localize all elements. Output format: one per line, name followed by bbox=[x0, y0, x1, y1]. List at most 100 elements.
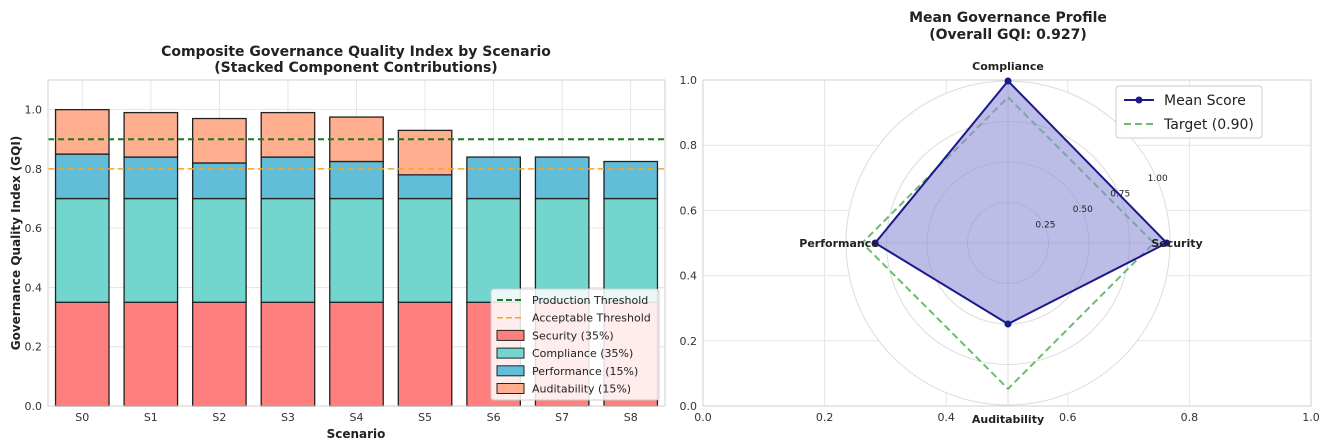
left-legend: Production Threshold Acceptable Threshold… bbox=[490, 288, 660, 401]
radar-axis-label: Compliance bbox=[972, 60, 1044, 73]
right-y-tick-label: 0.6 bbox=[680, 204, 698, 217]
radar-radial-ticks: 0.25 0.50 0.75 1.00 bbox=[1035, 174, 1168, 230]
left-x-tick-label: S0 bbox=[75, 411, 89, 424]
right-x-tick-label: 0.2 bbox=[816, 411, 834, 424]
left-chart-title: Composite Governance Quality Index by Sc… bbox=[161, 44, 551, 60]
right-legend-marker bbox=[1135, 96, 1143, 104]
stacked-bar-chart: 0.0 0.2 0.4 0.6 0.8 1.0 S0 S1 S2 S3 S4 S5 S6 S7 S8 Co… bbox=[9, 44, 666, 441]
bar-segment bbox=[260, 111, 316, 158]
bar-segment bbox=[534, 156, 590, 200]
radar-axis-label: Auditability bbox=[972, 413, 1044, 426]
legend-label: Security (35%) bbox=[532, 329, 614, 342]
legend-label: Performance (15%) bbox=[532, 365, 638, 378]
bar-segment bbox=[54, 153, 110, 200]
bar-segment bbox=[192, 197, 247, 303]
bar-segment bbox=[54, 301, 110, 407]
radar-axis-labels: Compliance Security Auditability Performanc… bbox=[799, 60, 1202, 426]
left-x-tick-label: S6 bbox=[487, 411, 501, 424]
left-x-tick-label: S7 bbox=[555, 411, 569, 424]
right-y-tick-label: 0.8 bbox=[680, 139, 698, 152]
left-y-axis-label: Governance Quality Index (GQI) bbox=[9, 136, 23, 351]
left-y-ticks: 0.0 0.2 0.4 0.6 0.8 1.0 bbox=[25, 104, 43, 413]
left-chart-subtitle: (Stacked Component Contributions) bbox=[214, 60, 497, 76]
bar-segment bbox=[397, 197, 453, 303]
bar-segment bbox=[397, 301, 453, 407]
radar-axis-label: Security bbox=[1151, 237, 1202, 250]
right-x-tick-label: 1.0 bbox=[1302, 411, 1320, 424]
radar-radial-tick-label: 1.00 bbox=[1148, 174, 1168, 184]
right-y-tick-label: 0.4 bbox=[680, 270, 698, 283]
bar-segment bbox=[397, 129, 453, 176]
bar-segment bbox=[260, 156, 316, 200]
right-legend-label: Mean Score bbox=[1164, 93, 1246, 109]
bar-segment bbox=[123, 197, 179, 303]
bar-segment bbox=[192, 117, 247, 164]
left-plot-frame bbox=[47, 79, 666, 407]
bar-segment bbox=[329, 116, 384, 163]
left-x-ticks: S0 S1 S2 S3 S4 S5 S6 S7 S8 bbox=[75, 411, 637, 424]
radar-point bbox=[1163, 239, 1171, 247]
left-x-tick-label: S3 bbox=[281, 411, 295, 424]
radar-point bbox=[871, 239, 879, 247]
bar-segment bbox=[123, 111, 179, 158]
legend-label: Auditability (15%) bbox=[532, 383, 631, 396]
left-x-tick-label: S5 bbox=[418, 411, 432, 424]
legend-color-swatch bbox=[496, 347, 525, 359]
right-y-tick-label: 1.0 bbox=[680, 74, 698, 87]
legend-label: Production Threshold bbox=[532, 294, 648, 307]
left-y-tick-label: 1.0 bbox=[25, 104, 43, 117]
bar-segment bbox=[329, 197, 384, 303]
left-legend-box bbox=[490, 288, 660, 401]
bar-segment bbox=[192, 301, 247, 407]
right-x-tick-label: 0.0 bbox=[694, 411, 712, 424]
right-chart-title: Mean Governance Profile bbox=[909, 10, 1107, 26]
bar-segment bbox=[466, 156, 521, 200]
radar-radial-tick-label: 0.50 bbox=[1073, 205, 1093, 215]
right-x-tick-label: 0.8 bbox=[1181, 411, 1199, 424]
right-x-tick-label: 0.6 bbox=[1059, 411, 1077, 424]
right-background-ticks: 0.0 0.2 0.4 0.6 0.8 1.0 0.0 0.2 0.4 0.6 0.8 1.0 bbox=[680, 74, 1320, 424]
right-y-tick-label: 0.0 bbox=[680, 400, 698, 413]
legend-color-swatch bbox=[496, 365, 525, 377]
right-chart-subtitle: (Overall GQI: 0.927) bbox=[929, 27, 1087, 43]
bar-segment bbox=[123, 301, 179, 407]
right-x-tick-label: 0.4 bbox=[937, 411, 955, 424]
radar-point bbox=[1004, 77, 1012, 85]
legend-label: Acceptable Threshold bbox=[532, 312, 651, 325]
legend-color-swatch bbox=[496, 329, 525, 341]
left-y-tick-label: 0.0 bbox=[25, 400, 43, 413]
left-x-tick-label: S2 bbox=[212, 411, 226, 424]
right-y-tick-label: 0.2 bbox=[680, 335, 698, 348]
left-y-tick-label: 0.6 bbox=[25, 222, 43, 235]
radar-radial-tick-label: 0.25 bbox=[1035, 221, 1055, 231]
radar-radial-tick-label: 0.75 bbox=[1110, 190, 1130, 200]
bar-segment bbox=[329, 160, 384, 200]
bar-segment bbox=[603, 160, 659, 200]
radar-chart: 0.0 0.2 0.4 0.6 0.8 1.0 0.0 0.2 0.4 0.6 0.8 1.0 0.2… bbox=[680, 10, 1320, 426]
left-x-tick-label: S4 bbox=[350, 411, 364, 424]
bar-segment bbox=[54, 197, 110, 303]
bar-segment bbox=[260, 301, 316, 407]
left-x-tick-label: S1 bbox=[144, 411, 158, 424]
radar-axis-label: Performance bbox=[799, 237, 878, 250]
left-reference-lines bbox=[48, 138, 665, 170]
bar-segment bbox=[397, 174, 453, 200]
bar-segment bbox=[466, 197, 521, 303]
bar-segment bbox=[260, 197, 316, 303]
radar-series bbox=[860, 77, 1171, 391]
left-x-tick-label: S8 bbox=[624, 411, 638, 424]
bar-segment bbox=[603, 197, 659, 303]
left-y-tick-label: 0.4 bbox=[25, 281, 43, 294]
left-y-tick-label: 0.8 bbox=[25, 163, 43, 176]
right-legend: Mean Score Target (0.90) bbox=[1115, 85, 1263, 139]
bar-segment bbox=[329, 301, 384, 407]
right-legend-label: Target (0.90) bbox=[1163, 117, 1254, 133]
left-x-axis-label: Scenario bbox=[327, 427, 386, 441]
radar-point bbox=[1004, 320, 1012, 328]
bar-segment bbox=[534, 197, 590, 303]
bar-segment bbox=[123, 156, 179, 200]
legend-label: Compliance (35%) bbox=[532, 347, 633, 360]
legend-color-swatch bbox=[496, 383, 525, 394]
bar-segment bbox=[54, 108, 110, 155]
